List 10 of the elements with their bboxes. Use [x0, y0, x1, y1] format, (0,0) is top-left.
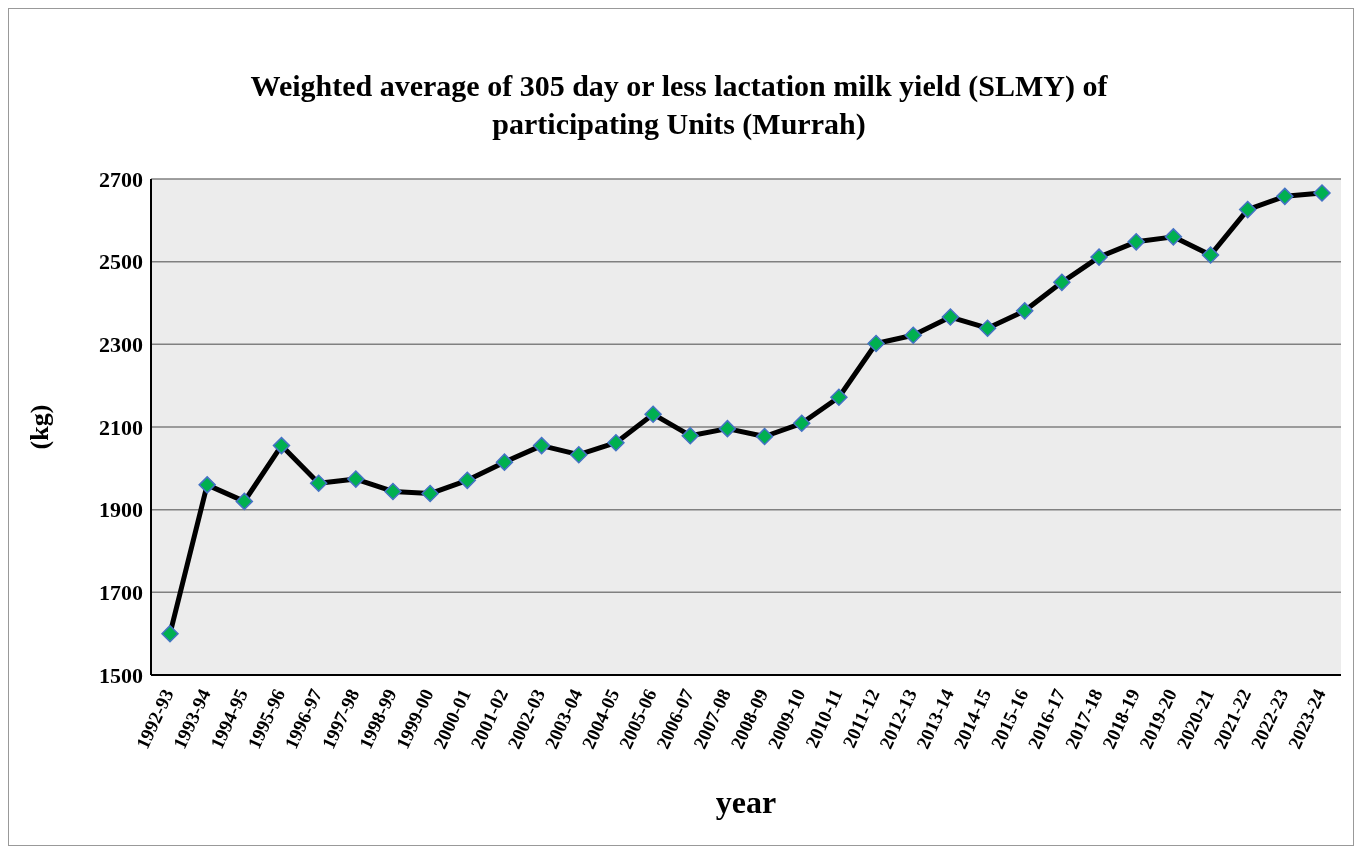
y-tick-label: 1900: [99, 497, 143, 523]
y-tick-label: 2300: [99, 332, 143, 358]
y-tick-label: 2700: [99, 166, 143, 192]
x-axis-title: year: [715, 784, 777, 820]
y-tick-label: 2500: [99, 249, 143, 275]
y-tick-label: 1700: [99, 580, 143, 606]
chart-title: Weighted average of 305 day or less lactation milk yield (SLMY) of participating Units (Murrah): [249, 68, 1109, 142]
y-tick-label: 2100: [99, 414, 143, 440]
y-tick-label: 1500: [99, 662, 143, 688]
y-axis-title: (kg): [25, 404, 55, 450]
